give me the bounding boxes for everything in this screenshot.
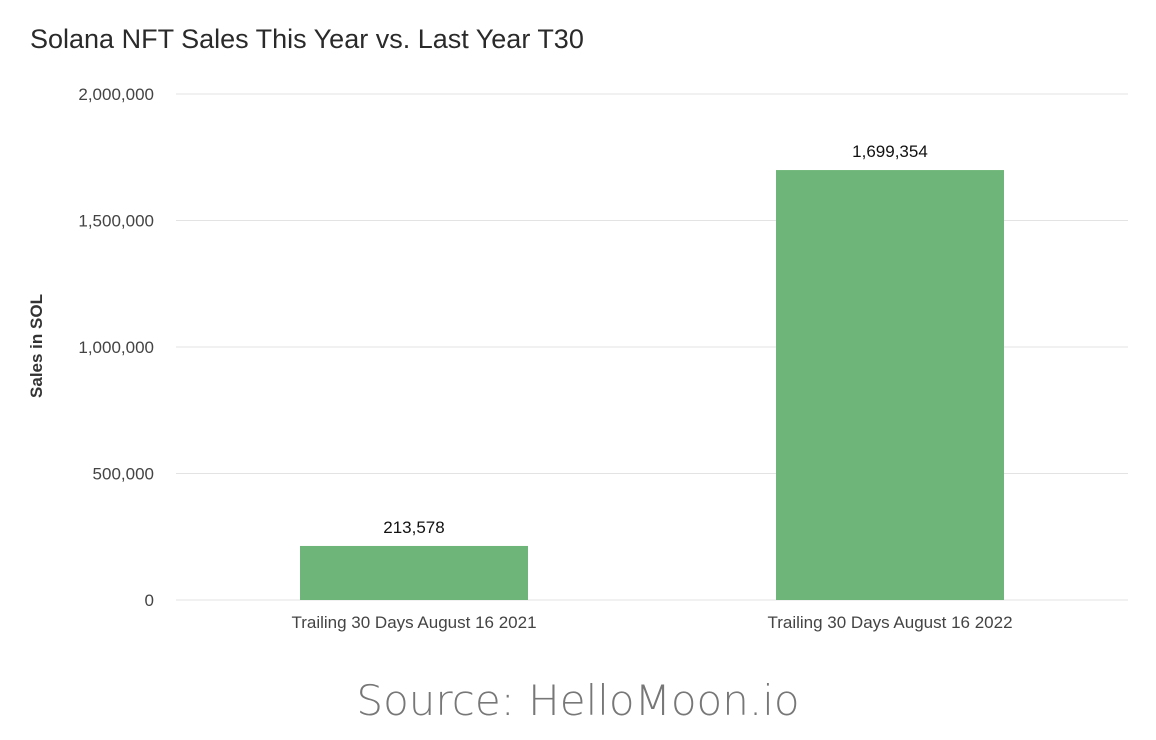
bars [300, 170, 1004, 601]
bar [300, 545, 528, 600]
data-labels: 213,578 1,699,354 [383, 142, 928, 537]
source-note: Source: HelloMoon.io [356, 676, 800, 725]
chart-title: Solana NFT Sales This Year vs. Last Year… [30, 24, 584, 54]
x-axis-tick-labels: Trailing 30 Days August 16 2021 Trailing … [291, 613, 1012, 632]
y-tick-label: 500,000 [93, 465, 154, 484]
x-tick-label: Trailing 30 Days August 16 2022 [767, 613, 1012, 632]
bar-value-label: 213,578 [383, 518, 444, 537]
x-tick-label: Trailing 30 Days August 16 2021 [291, 613, 536, 632]
y-tick-label: 1,000,000 [78, 338, 154, 357]
y-tick-label: 2,000,000 [78, 85, 154, 104]
y-axis-tick-labels: 0 500,000 1,000,000 1,500,000 2,000,000 [78, 85, 154, 610]
y-tick-label: 0 [145, 591, 154, 610]
y-tick-label: 1,500,000 [78, 212, 154, 231]
bar [776, 170, 1004, 601]
y-axis-label: Sales in SOL [27, 294, 46, 398]
bar-value-label: 1,699,354 [852, 142, 928, 161]
